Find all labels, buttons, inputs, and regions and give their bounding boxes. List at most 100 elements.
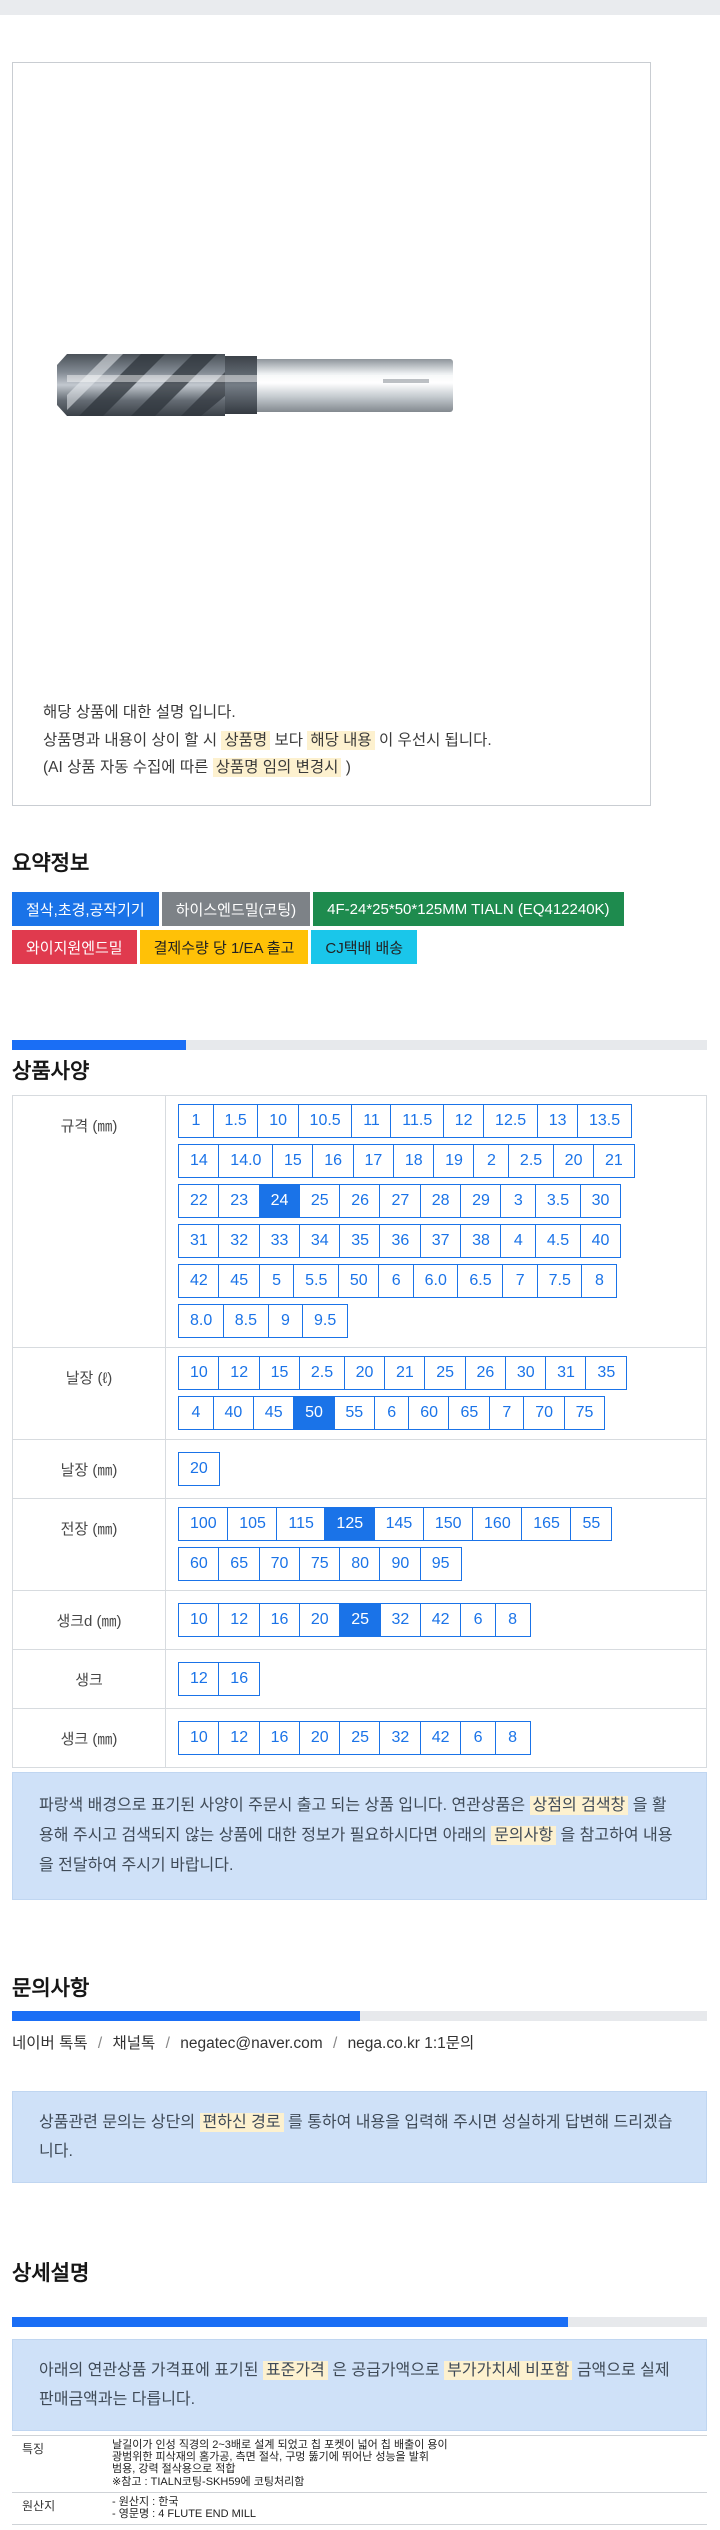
spec-chip[interactable]: 42 (419, 1603, 462, 1637)
spec-chip-selected[interactable]: 24 (258, 1184, 301, 1218)
contact-link[interactable]: 채널톡 (112, 2035, 156, 2052)
spec-chip[interactable]: 29 (460, 1184, 502, 1218)
spec-chip[interactable]: 65 (218, 1547, 261, 1581)
spec-chip[interactable]: 25 (424, 1356, 467, 1390)
spec-chip[interactable]: 1.5 (212, 1104, 259, 1138)
spec-chip[interactable]: 14.0 (218, 1144, 274, 1178)
spec-chip[interactable]: 75 (563, 1396, 606, 1430)
spec-chip[interactable]: 4 (500, 1224, 537, 1258)
spec-chip[interactable]: 12 (218, 1721, 261, 1755)
spec-chip[interactable]: 150 (422, 1507, 474, 1541)
spec-chip[interactable]: 42 (178, 1264, 220, 1298)
spec-chip[interactable]: 15 (258, 1356, 301, 1390)
spec-chip[interactable]: 20 (298, 1721, 341, 1755)
spec-chip[interactable]: 35 (585, 1356, 628, 1390)
spec-chip[interactable]: 6 (460, 1603, 497, 1637)
spec-chip[interactable]: 20 (298, 1603, 341, 1637)
spec-chip[interactable]: 20 (343, 1356, 386, 1390)
spec-chip[interactable]: 42 (419, 1721, 462, 1755)
spec-chip[interactable]: 27 (379, 1184, 422, 1218)
spec-chip-selected[interactable]: 125 (324, 1507, 376, 1541)
spec-chip[interactable]: 36 (379, 1224, 422, 1258)
spec-chip[interactable]: 35 (339, 1224, 381, 1258)
spec-chip[interactable]: 28 (419, 1184, 462, 1218)
spec-chip[interactable]: 12 (442, 1104, 485, 1138)
spec-chip[interactable]: 10.5 (297, 1104, 353, 1138)
spec-chip[interactable]: 45 (252, 1396, 295, 1430)
spec-chip[interactable]: 19 (433, 1144, 475, 1178)
spec-chip[interactable]: 23 (218, 1184, 261, 1218)
spec-chip[interactable]: 95 (419, 1547, 462, 1581)
spec-chip[interactable]: 70 (523, 1396, 566, 1430)
spec-chip[interactable]: 26 (464, 1356, 507, 1390)
spec-chip[interactable]: 32 (379, 1603, 422, 1637)
spec-chip[interactable]: 1 (178, 1104, 214, 1138)
spec-chip[interactable]: 21 (592, 1144, 635, 1178)
spec-chip[interactable]: 25 (339, 1721, 381, 1755)
spec-chip[interactable]: 5.5 (293, 1264, 340, 1298)
spec-chip[interactable]: 40 (212, 1396, 255, 1430)
spec-chip[interactable]: 65 (448, 1396, 491, 1430)
contact-link[interactable]: negatec@naver.com (180, 2035, 323, 2052)
spec-chip[interactable]: 13.5 (576, 1104, 633, 1138)
spec-chip[interactable]: 17 (352, 1144, 395, 1178)
spec-chip[interactable]: 20 (552, 1144, 595, 1178)
spec-chip[interactable]: 60 (408, 1396, 450, 1430)
contact-link[interactable]: nega.co.kr 1:1문의 (347, 2035, 475, 2052)
spec-chip[interactable]: 3.5 (534, 1184, 582, 1218)
spec-chip[interactable]: 6.0 (412, 1264, 459, 1298)
spec-chip[interactable]: 31 (545, 1356, 587, 1390)
spec-chip[interactable]: 16 (258, 1603, 301, 1637)
spec-chip[interactable]: 12 (218, 1356, 261, 1390)
spec-chip[interactable]: 2.5 (507, 1144, 555, 1178)
spec-chip[interactable]: 11.5 (390, 1104, 445, 1138)
spec-chip[interactable]: 8 (581, 1264, 618, 1298)
spec-chip[interactable]: 8 (494, 1721, 531, 1755)
spec-chip[interactable]: 31 (178, 1224, 220, 1258)
contact-link[interactable]: 네이버 톡톡 (12, 2035, 88, 2052)
spec-chip[interactable]: 6 (373, 1396, 410, 1430)
spec-chip[interactable]: 10 (257, 1104, 300, 1138)
spec-chip[interactable]: 30 (504, 1356, 547, 1390)
spec-chip[interactable]: 7 (488, 1396, 525, 1430)
spec-chip[interactable]: 7.5 (536, 1264, 583, 1298)
spec-chip[interactable]: 70 (258, 1547, 301, 1581)
spec-chip[interactable]: 12 (218, 1603, 261, 1637)
spec-chip-selected[interactable]: 50 (293, 1396, 335, 1430)
spec-chip[interactable]: 6.5 (457, 1264, 504, 1298)
spec-chip[interactable]: 33 (258, 1224, 301, 1258)
spec-chip[interactable]: 9.5 (302, 1304, 349, 1338)
spec-chip[interactable]: 32 (218, 1224, 261, 1258)
spec-chip[interactable]: 20 (178, 1452, 220, 1486)
spec-chip[interactable]: 4 (178, 1396, 214, 1430)
spec-chip[interactable]: 6 (378, 1264, 415, 1298)
spec-chip[interactable]: 2 (473, 1144, 510, 1178)
spec-chip[interactable]: 8.5 (222, 1304, 269, 1338)
spec-chip-selected[interactable]: 25 (339, 1603, 381, 1637)
spec-chip[interactable]: 38 (460, 1224, 502, 1258)
spec-chip[interactable]: 145 (373, 1507, 425, 1541)
spec-chip[interactable]: 10 (178, 1721, 220, 1755)
spec-chip[interactable]: 100 (178, 1507, 229, 1541)
spec-chip[interactable]: 37 (419, 1224, 462, 1258)
spec-chip[interactable]: 8.0 (178, 1304, 225, 1338)
spec-chip[interactable]: 30 (579, 1184, 622, 1218)
spec-chip[interactable]: 4.5 (534, 1224, 582, 1258)
spec-chip[interactable]: 7 (502, 1264, 539, 1298)
spec-chip[interactable]: 15 (271, 1144, 314, 1178)
spec-chip[interactable]: 16 (258, 1721, 301, 1755)
spec-chip[interactable]: 160 (472, 1507, 523, 1541)
spec-chip[interactable]: 12 (178, 1662, 220, 1696)
spec-chip[interactable]: 18 (392, 1144, 435, 1178)
spec-chip[interactable]: 34 (298, 1224, 341, 1258)
spec-chip[interactable]: 55 (333, 1396, 376, 1430)
spec-chip[interactable]: 9 (267, 1304, 304, 1338)
spec-chip[interactable]: 21 (383, 1356, 426, 1390)
spec-chip[interactable]: 105 (227, 1507, 278, 1541)
spec-chip[interactable]: 45 (218, 1264, 261, 1298)
spec-chip[interactable]: 55 (570, 1507, 613, 1541)
spec-chip[interactable]: 2.5 (298, 1356, 346, 1390)
spec-chip[interactable]: 80 (339, 1547, 381, 1581)
spec-chip[interactable]: 11 (351, 1104, 392, 1138)
spec-chip[interactable]: 13 (536, 1104, 579, 1138)
